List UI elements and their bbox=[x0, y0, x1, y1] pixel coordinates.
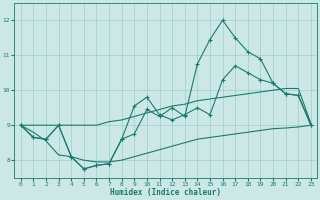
X-axis label: Humidex (Indice chaleur): Humidex (Indice chaleur) bbox=[110, 188, 221, 197]
